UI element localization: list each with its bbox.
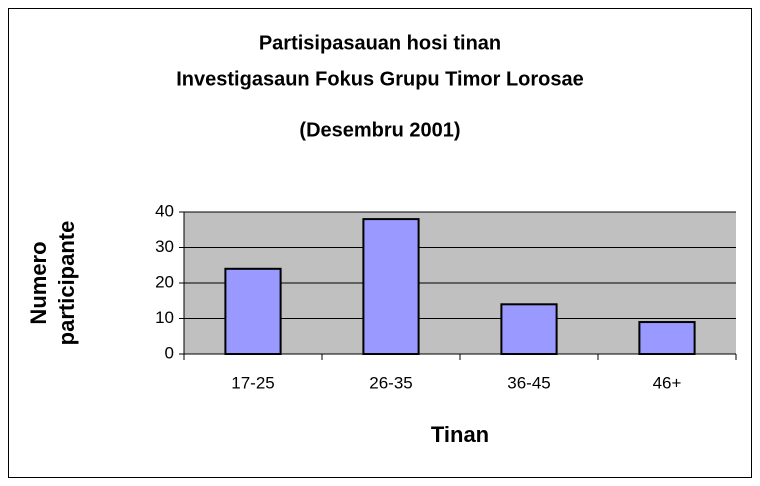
y-tick-label: 10 [155,308,174,327]
bar [500,303,558,355]
y-axis-label: Numero [26,241,51,324]
x-tick-label: 26-35 [369,373,412,392]
bar [638,321,696,355]
chart-title: Partisipasauan hosi tinan [259,32,501,54]
y-tick-label: 20 [155,272,174,291]
y-axis-label: participante [54,221,79,346]
y-tick-label: 0 [165,343,174,362]
x-tick-label: 17-25 [231,373,274,392]
bar [362,218,420,355]
y-tick-label: 30 [155,237,174,256]
bar [224,267,282,355]
chart-title: Investigasaun Fokus Grupu Timor Lorosae [176,68,584,90]
y-tick-label: 40 [155,201,174,220]
x-tick-label: 46+ [653,373,682,392]
x-axis-label: Tinan [431,422,489,447]
x-tick-label: 36-45 [507,373,550,392]
chart-subtitle: (Desembru 2001) [299,119,460,141]
